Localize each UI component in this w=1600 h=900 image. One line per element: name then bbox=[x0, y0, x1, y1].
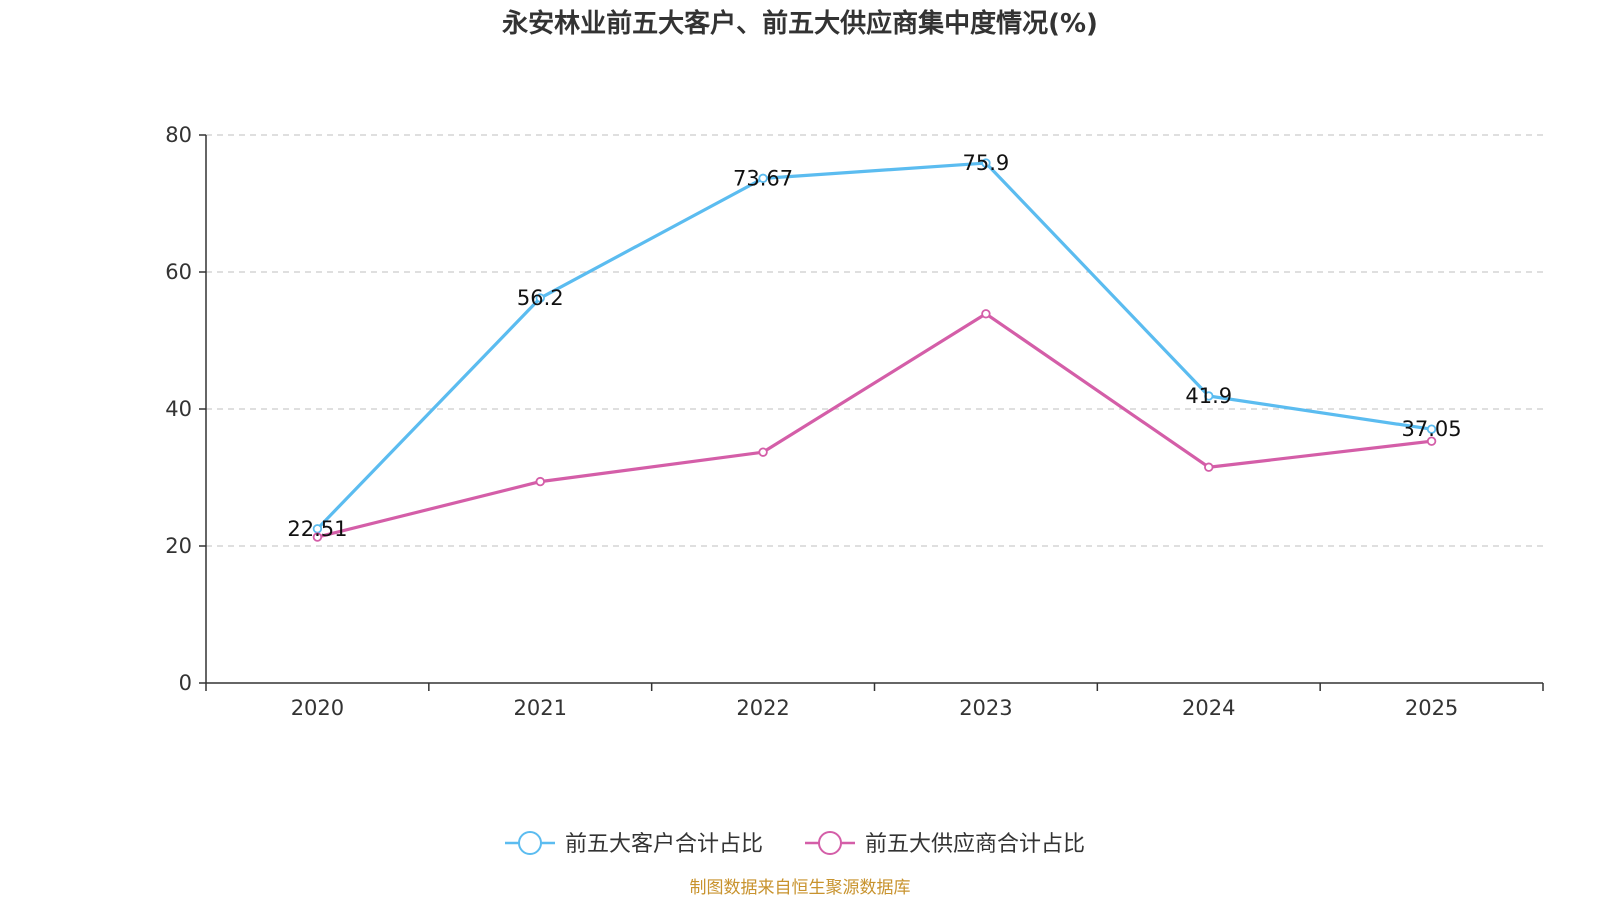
data-label: 41.9 bbox=[1185, 384, 1232, 408]
data-label: 37.05 bbox=[1402, 417, 1462, 441]
legend-item-1[interactable]: 前五大供应商合计占比 bbox=[805, 831, 1085, 857]
series-layer bbox=[312, 158, 1437, 542]
x-tick-label: 2023 bbox=[959, 696, 1012, 720]
y-tick-label: 0 bbox=[179, 671, 192, 695]
x-tick-label: 2022 bbox=[736, 696, 789, 720]
y-tick-label: 60 bbox=[165, 260, 192, 284]
data-point[interactable] bbox=[1426, 424, 1437, 434]
data-point[interactable] bbox=[981, 158, 991, 168]
data-point[interactable] bbox=[1204, 462, 1214, 472]
legend-item-0[interactable]: 前五大客户合计占比 bbox=[505, 831, 763, 857]
legend-marker-icon bbox=[818, 831, 842, 855]
data-point[interactable] bbox=[981, 309, 991, 319]
data-label: 22.51 bbox=[287, 517, 347, 541]
data-point[interactable] bbox=[312, 532, 323, 542]
data-point[interactable] bbox=[758, 447, 768, 457]
data-label: 75.9 bbox=[963, 151, 1010, 175]
x-tick-label: 2025 bbox=[1405, 696, 1458, 720]
y-tick-label: 80 bbox=[165, 123, 192, 147]
chart-title: 永安林业前五大客户、前五大供应商集中度情况(%) bbox=[502, 8, 1098, 39]
data-point[interactable] bbox=[758, 173, 768, 184]
series-line-0 bbox=[316, 161, 1432, 530]
x-tick-label: 2020 bbox=[291, 696, 344, 720]
legend-label: 前五大客户合计占比 bbox=[565, 832, 763, 857]
data-point[interactable] bbox=[535, 293, 545, 303]
grid-lines bbox=[206, 134, 1543, 547]
data-label: 56.2 bbox=[517, 286, 564, 310]
legend-label: 前五大供应商合计占比 bbox=[865, 832, 1085, 857]
data-label: 73.67 bbox=[733, 166, 793, 190]
x-tick-label: 2024 bbox=[1182, 696, 1235, 720]
data-labels: 22.51 56.2 73.67 75.9 41.9 37.05 bbox=[287, 151, 1461, 541]
series-line-1 bbox=[317, 312, 1432, 539]
data-point[interactable] bbox=[535, 476, 545, 487]
y-tick-label: 20 bbox=[165, 534, 192, 558]
x-tick-label: 2021 bbox=[514, 696, 567, 720]
y-tick-label: 40 bbox=[165, 397, 192, 421]
legend-marker-icon bbox=[518, 831, 542, 855]
legend[interactable]: 前五大客户合计占比 前五大供应商合计占比 bbox=[505, 831, 1085, 857]
data-point[interactable] bbox=[1426, 436, 1437, 446]
source-note: 制图数据来自恒生聚源数据库 bbox=[690, 878, 911, 898]
axes: 0 20 40 60 80 2020 2021 2022 2023 2024 2025 bbox=[165, 123, 1544, 720]
data-point[interactable] bbox=[1204, 391, 1214, 401]
